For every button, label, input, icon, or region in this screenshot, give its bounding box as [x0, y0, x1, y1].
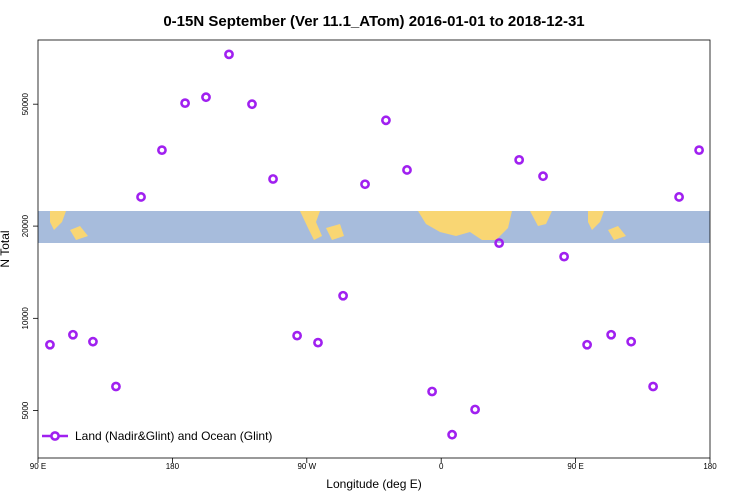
data-point — [360, 179, 370, 190]
legend-marker — [50, 431, 60, 441]
data-point — [292, 330, 302, 341]
y-axis-label: N Total — [0, 230, 12, 267]
data-point — [470, 404, 480, 415]
data-point — [694, 145, 704, 156]
data-point — [224, 49, 234, 60]
data-point — [338, 290, 348, 301]
data-point — [180, 98, 190, 109]
data-point — [157, 145, 167, 156]
y-tick-label: 50000 — [21, 93, 30, 116]
x-tick-label: 90 W — [297, 462, 316, 471]
data-point — [447, 429, 458, 440]
y-tick-label: 10000 — [21, 307, 30, 330]
plot-frame — [37, 39, 711, 459]
x-tick-label: 90 E — [567, 462, 583, 471]
x-tick-label: 90 E — [30, 462, 46, 471]
data-point — [674, 192, 684, 202]
data-point — [582, 339, 592, 350]
data-point — [45, 339, 55, 350]
data-point — [626, 336, 637, 347]
data-point — [402, 165, 412, 175]
data-point — [88, 336, 98, 347]
data-point — [68, 329, 78, 340]
x-tick-label: 0 — [439, 462, 444, 471]
data-point — [538, 171, 548, 182]
data-point — [313, 337, 323, 348]
x-axis-label: Longitude (deg E) — [326, 477, 421, 491]
data-point — [381, 115, 391, 126]
data-point — [111, 381, 121, 392]
chart-title: 0-15N September (Ver 11.1_ATom) 2016-01-… — [163, 13, 584, 30]
x-tick-label: 180 — [166, 462, 180, 471]
data-point — [268, 174, 278, 184]
data-point — [494, 238, 505, 249]
map-strip — [38, 211, 710, 243]
data-point — [606, 329, 617, 340]
x-tick-label: 180 — [703, 462, 717, 471]
data-point — [514, 154, 525, 165]
y-tick-label: 5000 — [21, 401, 30, 419]
data-point — [201, 92, 211, 103]
data-point — [648, 381, 659, 392]
data-point — [247, 99, 257, 110]
legend-label: Land (Nadir&Glint) and Ocean (Glint) — [75, 429, 272, 443]
y-tick-label: 20000 — [21, 214, 30, 237]
data-point — [427, 386, 437, 397]
data-point — [136, 192, 146, 202]
data-point — [559, 251, 570, 262]
